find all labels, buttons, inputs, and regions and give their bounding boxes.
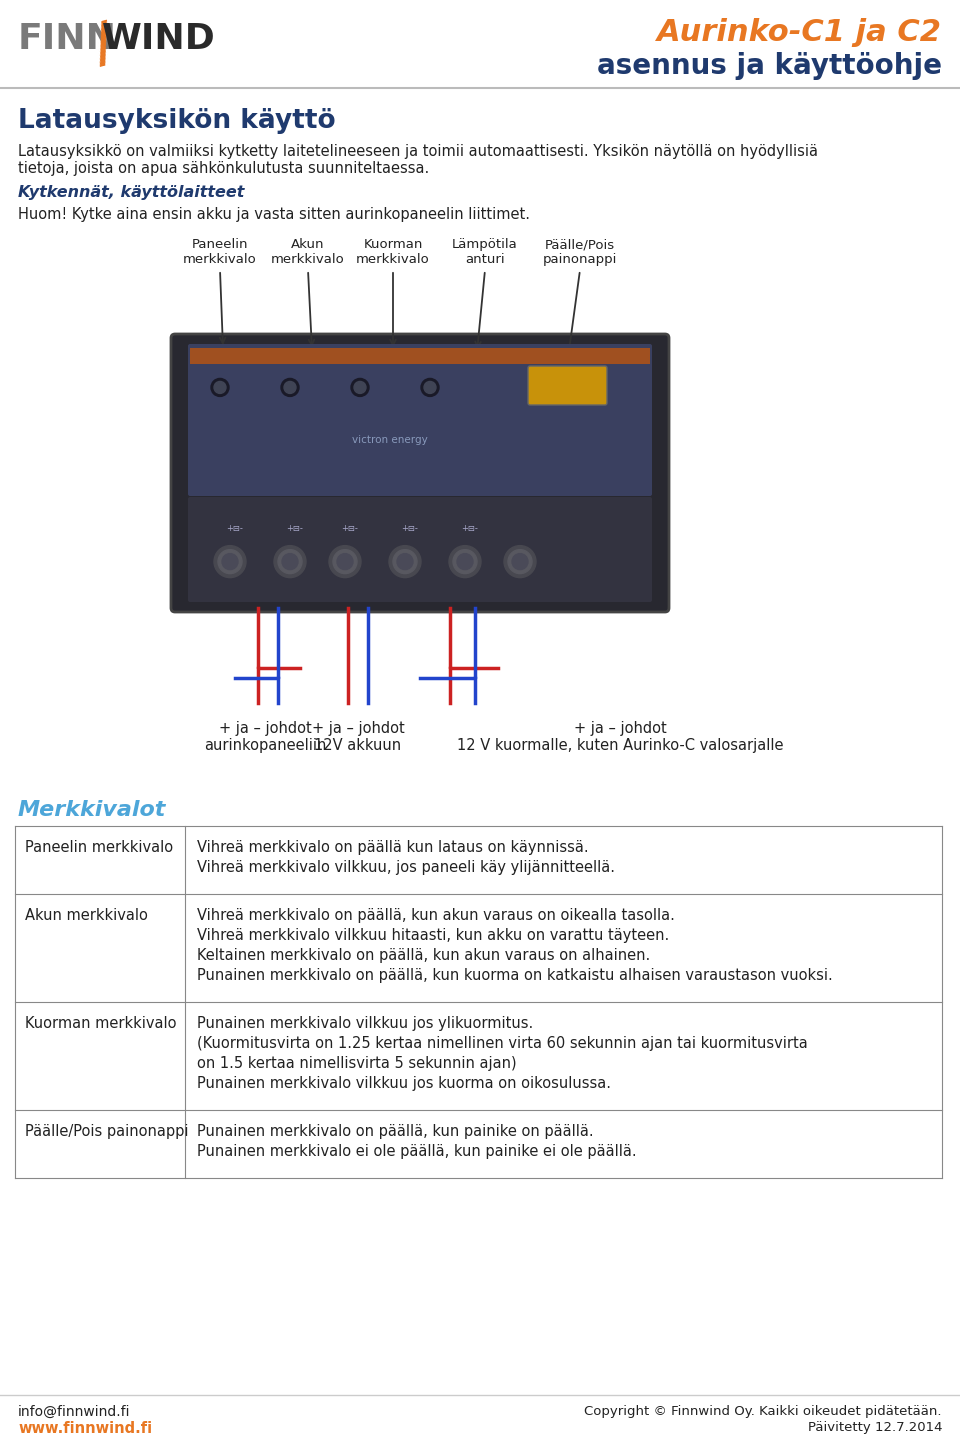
- Circle shape: [393, 549, 417, 574]
- Circle shape: [512, 554, 528, 569]
- Text: Punainen merkkivalo ei ole päällä, kun painike ei ole päällä.: Punainen merkkivalo ei ole päällä, kun p…: [197, 1145, 636, 1159]
- Text: Kytkennät, käyttölaitteet: Kytkennät, käyttölaitteet: [18, 186, 245, 200]
- Text: Copyright © Finnwind Oy. Kaikki oikeudet pidätetään.: Copyright © Finnwind Oy. Kaikki oikeudet…: [585, 1405, 942, 1418]
- Circle shape: [354, 381, 366, 394]
- Circle shape: [504, 545, 536, 578]
- Text: asennus ja käyttöohje: asennus ja käyttöohje: [597, 52, 942, 81]
- Text: Akun merkkivalo: Akun merkkivalo: [25, 907, 148, 923]
- FancyBboxPatch shape: [188, 344, 652, 496]
- Circle shape: [211, 378, 229, 397]
- Circle shape: [457, 554, 473, 569]
- Text: Päivitetty 12.7.2014: Päivitetty 12.7.2014: [807, 1421, 942, 1434]
- Text: Keltainen merkkivalo on päällä, kun akun varaus on alhainen.: Keltainen merkkivalo on päällä, kun akun…: [197, 948, 650, 963]
- Text: Punainen merkkivalo on päällä, kun kuorma on katkaistu alhaisen varaustason vuok: Punainen merkkivalo on päällä, kun kuorm…: [197, 968, 832, 984]
- Text: +⊟-: +⊟-: [287, 525, 303, 533]
- Text: /: /: [88, 19, 120, 73]
- Circle shape: [282, 554, 298, 569]
- Bar: [190, 348, 650, 364]
- Circle shape: [218, 549, 242, 574]
- Circle shape: [214, 381, 226, 394]
- Text: +⊟-: +⊟-: [401, 525, 419, 533]
- Text: aurinkopaneeliin: aurinkopaneeliin: [204, 738, 326, 754]
- Text: 12V akkuun: 12V akkuun: [315, 738, 401, 754]
- FancyBboxPatch shape: [528, 367, 607, 406]
- Circle shape: [222, 554, 238, 569]
- Circle shape: [421, 378, 439, 397]
- Circle shape: [397, 554, 413, 569]
- Text: FINN: FINN: [18, 22, 117, 56]
- Text: 12 V kuormalle, kuten Aurinko-C valosarjalle: 12 V kuormalle, kuten Aurinko-C valosarj…: [457, 738, 783, 754]
- Text: Paneelin
merkkivalo: Paneelin merkkivalo: [183, 239, 257, 266]
- Text: Akun
merkkivalo: Akun merkkivalo: [271, 239, 345, 266]
- Text: Punainen merkkivalo vilkkuu jos ylikuormitus.: Punainen merkkivalo vilkkuu jos ylikuorm…: [197, 1017, 533, 1031]
- Text: victron energy: victron energy: [352, 434, 428, 444]
- FancyBboxPatch shape: [171, 334, 669, 613]
- Circle shape: [508, 549, 532, 574]
- Text: www.finnwind.fi: www.finnwind.fi: [18, 1421, 152, 1437]
- Circle shape: [281, 378, 299, 397]
- Text: + ja – johdot: + ja – johdot: [312, 720, 404, 736]
- Text: (Kuormitusvirta on 1.25 kertaa nimellinen virta 60 sekunnin ajan tai kuormitusvi: (Kuormitusvirta on 1.25 kertaa nimelline…: [197, 1035, 807, 1051]
- Circle shape: [278, 549, 302, 574]
- Text: Merkkivalot: Merkkivalot: [18, 800, 166, 820]
- Text: Punainen merkkivalo vilkkuu jos kuorma on oikosulussa.: Punainen merkkivalo vilkkuu jos kuorma o…: [197, 1076, 611, 1091]
- Text: Lämpötila
anturi: Lämpötila anturi: [452, 239, 517, 266]
- Text: Vihreä merkkivalo vilkkuu hitaasti, kun akku on varattu täyteen.: Vihreä merkkivalo vilkkuu hitaasti, kun …: [197, 928, 669, 943]
- Circle shape: [214, 545, 246, 578]
- Circle shape: [333, 549, 357, 574]
- Text: Kuorman
merkkivalo: Kuorman merkkivalo: [356, 239, 430, 266]
- Circle shape: [329, 545, 361, 578]
- Circle shape: [424, 381, 436, 394]
- Text: Latausyksikkö on valmiiksi kytketty laitetelineeseen ja toimii automaattisesti. : Latausyksikkö on valmiiksi kytketty lait…: [18, 144, 818, 160]
- Text: +⊟-: +⊟-: [462, 525, 478, 533]
- Text: Päälle/Pois painonappi: Päälle/Pois painonappi: [25, 1125, 188, 1139]
- Text: Latausyksikön käyttö: Latausyksikön käyttö: [18, 108, 336, 134]
- Circle shape: [449, 545, 481, 578]
- Text: Huom! Kytke aina ensin akku ja vasta sitten aurinkopaneelin liittimet.: Huom! Kytke aina ensin akku ja vasta sit…: [18, 207, 530, 221]
- Text: Vihreä merkkivalo on päällä kun lataus on käynnissä.: Vihreä merkkivalo on päällä kun lataus o…: [197, 840, 588, 856]
- Circle shape: [351, 378, 369, 397]
- Text: Päälle/Pois
painonappi: Päälle/Pois painonappi: [542, 239, 617, 266]
- Text: info@finnwind.fi: info@finnwind.fi: [18, 1405, 131, 1419]
- Text: tietoja, joista on apua sähkönkulutusta suunniteltaessa.: tietoja, joista on apua sähkönkulutusta …: [18, 161, 429, 175]
- Circle shape: [389, 545, 421, 578]
- Text: + ja – johdot: + ja – johdot: [219, 720, 311, 736]
- Text: +⊟-: +⊟-: [342, 525, 358, 533]
- Circle shape: [337, 554, 353, 569]
- FancyBboxPatch shape: [188, 498, 652, 603]
- Text: Vihreä merkkivalo on päällä, kun akun varaus on oikealla tasolla.: Vihreä merkkivalo on päällä, kun akun va…: [197, 907, 675, 923]
- Text: +⊟-: +⊟-: [227, 525, 244, 533]
- Circle shape: [453, 549, 477, 574]
- Text: Kuorman merkkivalo: Kuorman merkkivalo: [25, 1017, 177, 1031]
- Text: Paneelin merkkivalo: Paneelin merkkivalo: [25, 840, 173, 856]
- Circle shape: [284, 381, 296, 394]
- Text: WIND: WIND: [102, 22, 216, 56]
- Circle shape: [274, 545, 306, 578]
- Text: Aurinko-C1 ja C2: Aurinko-C1 ja C2: [657, 19, 942, 47]
- Text: on 1.5 kertaa nimellisvirta 5 sekunnin ajan): on 1.5 kertaa nimellisvirta 5 sekunnin a…: [197, 1055, 516, 1071]
- Text: Vihreä merkkivalo vilkkuu, jos paneeli käy ylijännitteellä.: Vihreä merkkivalo vilkkuu, jos paneeli k…: [197, 860, 615, 874]
- Text: + ja – johdot: + ja – johdot: [574, 720, 666, 736]
- Text: Punainen merkkivalo on päällä, kun painike on päällä.: Punainen merkkivalo on päällä, kun paini…: [197, 1125, 593, 1139]
